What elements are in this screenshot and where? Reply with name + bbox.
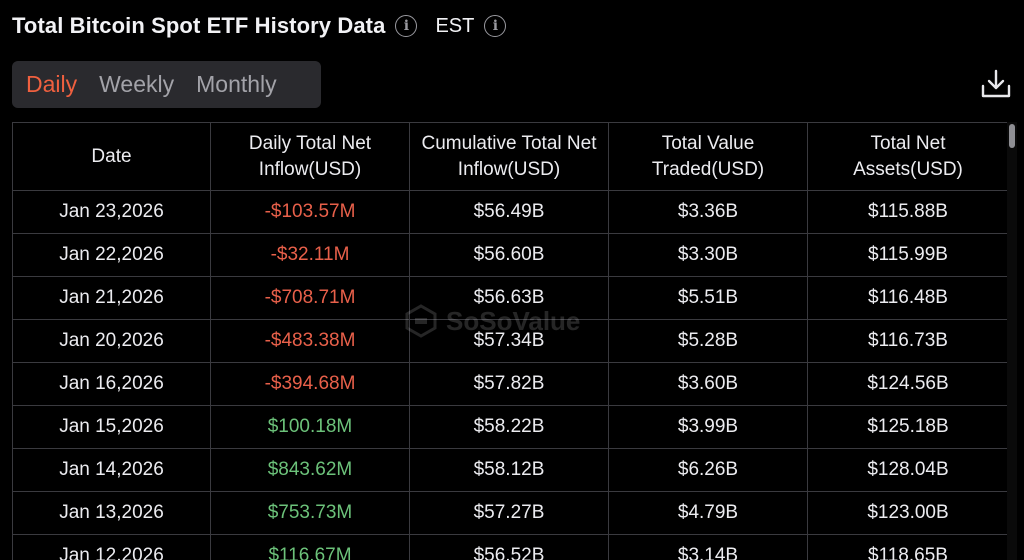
history-table: Date Daily Total Net Inflow(USD) Cumulat… [12, 122, 1008, 560]
net-assets-cell: $115.99B [807, 233, 1008, 277]
column-header-net-assets[interactable]: Total Net Assets(USD) [807, 122, 1008, 191]
column-header-date[interactable]: Date [12, 122, 211, 191]
table-row: Jan 14,2026 $843.62M $58.12B $6.26B $128.04B [12, 448, 1008, 492]
table-row: Jan 23,2026 -$103.57M $56.49B $3.36B $115.88… [12, 190, 1008, 234]
info-icon[interactable]: i [395, 15, 418, 37]
date-cell: Jan 12,2026 [12, 534, 211, 560]
tab-monthly[interactable]: Monthly [196, 71, 277, 97]
cumulative-net-inflow-cell: $58.22B [409, 405, 609, 449]
daily-net-inflow-cell: -$32.11M [210, 233, 410, 277]
value-traded-cell: $3.60B [608, 362, 808, 406]
cumulative-net-inflow-cell: $56.49B [409, 190, 609, 234]
panel-header: Total Bitcoin Spot ETF History Data i ES… [12, 8, 507, 44]
scrollbar-thumb[interactable] [1009, 124, 1015, 148]
download-button[interactable] [980, 69, 1012, 99]
timezone-label: EST [435, 14, 475, 37]
date-cell: Jan 23,2026 [12, 190, 211, 234]
daily-net-inflow-cell: -$708.71M [210, 276, 410, 320]
tab-weekly[interactable]: Weekly [99, 71, 175, 97]
value-traded-cell: $3.30B [608, 233, 808, 277]
column-header-daily-net-inflow[interactable]: Daily Total Net Inflow(USD) [210, 122, 410, 191]
value-traded-cell: $3.14B [608, 534, 808, 560]
table-row: Jan 21,2026 -$708.71M $56.63B $5.51B $116.48… [12, 276, 1008, 320]
net-assets-cell: $128.04B [807, 448, 1008, 492]
table-row: Jan 22,2026 -$32.11M $56.60B $3.30B $115.99B [12, 233, 1008, 277]
daily-net-inflow-cell: $100.18M [210, 405, 410, 449]
value-traded-cell: $3.99B [608, 405, 808, 449]
cumulative-net-inflow-cell: $57.27B [409, 491, 609, 535]
value-traded-cell: $4.79B [608, 491, 808, 535]
page-title: Total Bitcoin Spot ETF History Data [12, 13, 386, 38]
daily-net-inflow-cell: -$483.38M [210, 319, 410, 363]
net-assets-cell: $124.56B [807, 362, 1008, 406]
timezone-info-icon[interactable]: i [484, 15, 507, 37]
value-traded-cell: $3.36B [608, 190, 808, 234]
value-traded-cell: $5.28B [608, 319, 808, 363]
date-cell: Jan 21,2026 [12, 276, 211, 320]
daily-net-inflow-cell: $753.73M [210, 491, 410, 535]
tab-daily[interactable]: Daily [26, 71, 78, 97]
cumulative-net-inflow-cell: $58.12B [409, 448, 609, 492]
table-row: Jan 15,2026 $100.18M $58.22B $3.99B $125.18B [12, 405, 1008, 449]
net-assets-cell: $116.73B [807, 319, 1008, 363]
net-assets-cell: $115.88B [807, 190, 1008, 234]
date-cell: Jan 14,2026 [12, 448, 211, 492]
net-assets-cell: $116.48B [807, 276, 1008, 320]
table-scrollbar[interactable] [1007, 122, 1017, 560]
date-cell: Jan 15,2026 [12, 405, 211, 449]
history-table-container: Date Daily Total Net Inflow(USD) Cumulat… [12, 122, 1008, 560]
daily-net-inflow-cell: $116.67M [210, 534, 410, 560]
date-cell: Jan 13,2026 [12, 491, 211, 535]
date-cell: Jan 20,2026 [12, 319, 211, 363]
cumulative-net-inflow-cell: $56.52B [409, 534, 609, 560]
date-cell: Jan 22,2026 [12, 233, 211, 277]
cumulative-net-inflow-cell: $56.63B [409, 276, 609, 320]
value-traded-cell: $6.26B [608, 448, 808, 492]
table-row: Jan 12,2026 $116.67M $56.52B $3.14B $118.65B [12, 534, 1008, 560]
table-header-row: Date Daily Total Net Inflow(USD) Cumulat… [12, 122, 1008, 191]
daily-net-inflow-cell: $843.62M [210, 448, 410, 492]
net-assets-cell: $125.18B [807, 405, 1008, 449]
table-row: Jan 16,2026 -$394.68M $57.82B $3.60B $124.56… [12, 362, 1008, 406]
column-header-value-traded[interactable]: Total Value Traded(USD) [608, 122, 808, 191]
table-row: Jan 13,2026 $753.73M $57.27B $4.79B $123.00B [12, 491, 1008, 535]
net-assets-cell: $118.65B [807, 534, 1008, 560]
value-traded-cell: $5.51B [608, 276, 808, 320]
table-row: Jan 20,2026 -$483.38M $57.34B $5.28B $116.73… [12, 319, 1008, 363]
net-assets-cell: $123.00B [807, 491, 1008, 535]
download-icon [981, 69, 1011, 98]
period-tabs: Daily Weekly Monthly [12, 61, 321, 108]
cumulative-net-inflow-cell: $56.60B [409, 233, 609, 277]
daily-net-inflow-cell: -$103.57M [210, 190, 410, 234]
cumulative-net-inflow-cell: $57.34B [409, 319, 609, 363]
date-cell: Jan 16,2026 [12, 362, 211, 406]
column-header-cumulative-net-inflow[interactable]: Cumulative Total Net Inflow(USD) [409, 122, 609, 191]
cumulative-net-inflow-cell: $57.82B [409, 362, 609, 406]
daily-net-inflow-cell: -$394.68M [210, 362, 410, 406]
